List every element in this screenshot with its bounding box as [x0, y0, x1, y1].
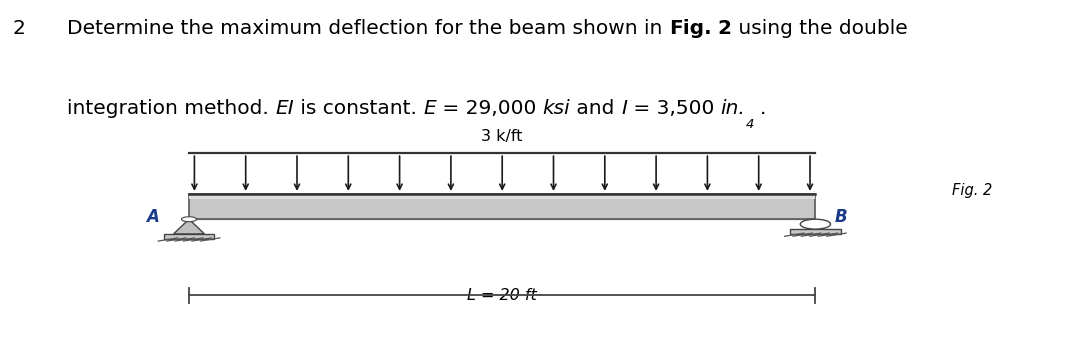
Bar — [189, 194, 815, 199]
Text: ksi: ksi — [542, 99, 570, 118]
Text: = 3,500: = 3,500 — [626, 99, 720, 118]
Text: A: A — [146, 209, 159, 226]
Text: 4: 4 — [745, 118, 754, 131]
Text: using the double: using the double — [732, 19, 907, 38]
Bar — [189, 194, 815, 219]
Text: in.: in. — [720, 99, 745, 118]
Bar — [791, 229, 840, 234]
Text: 2: 2 — [13, 19, 26, 38]
Text: Fig. 2: Fig. 2 — [951, 183, 993, 198]
Circle shape — [800, 219, 831, 229]
Text: I: I — [621, 99, 626, 118]
Text: Determine the maximum deflection for the beam shown in: Determine the maximum deflection for the… — [67, 19, 669, 38]
Text: integration method.: integration method. — [67, 99, 275, 118]
Text: E: E — [423, 99, 435, 118]
Text: .: . — [759, 99, 766, 118]
Text: EI: EI — [275, 99, 294, 118]
Text: Fig.: Fig. — [669, 19, 712, 38]
Text: and: and — [570, 99, 621, 118]
Polygon shape — [174, 219, 204, 234]
Circle shape — [181, 217, 197, 222]
Text: is constant.: is constant. — [294, 99, 423, 118]
Text: = 29,000: = 29,000 — [435, 99, 542, 118]
Text: 2: 2 — [718, 19, 732, 38]
Text: B: B — [835, 209, 848, 226]
Text: L = 20 ft: L = 20 ft — [468, 288, 537, 303]
Text: 3 k/ft: 3 k/ft — [482, 130, 523, 144]
Bar — [164, 234, 214, 239]
